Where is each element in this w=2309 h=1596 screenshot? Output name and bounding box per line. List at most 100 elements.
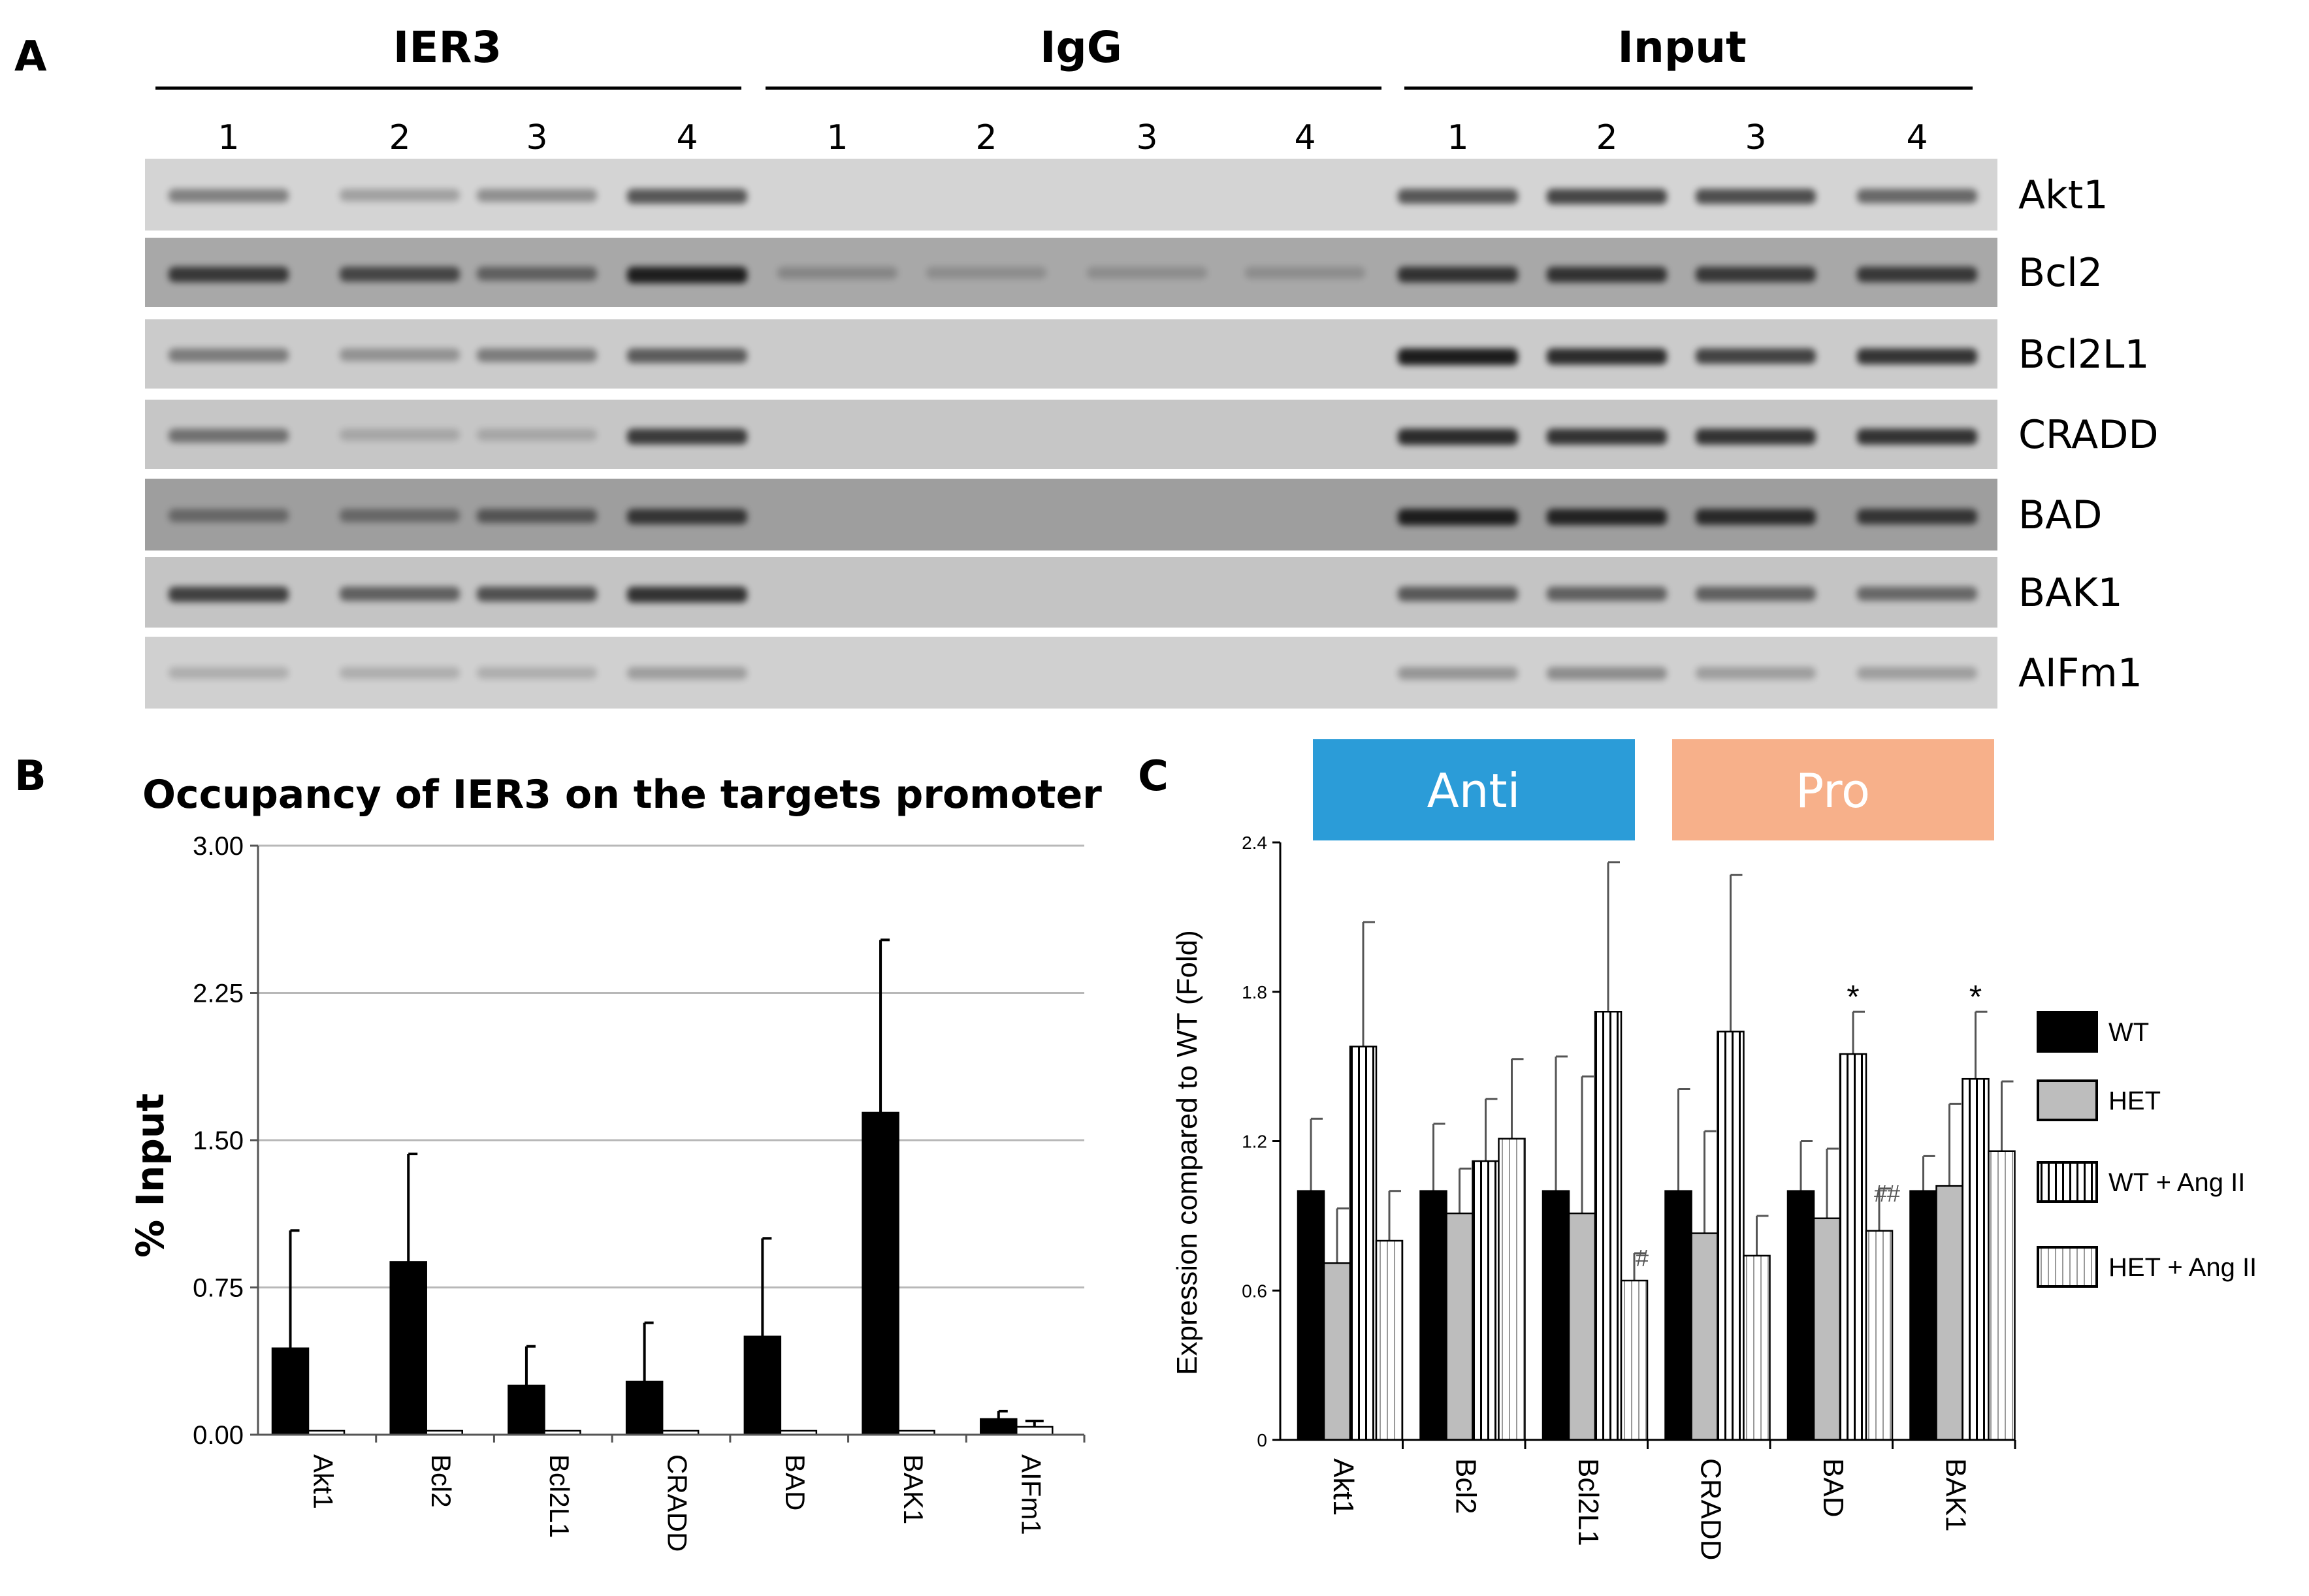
gel-band bbox=[477, 667, 597, 679]
bar-bak1 bbox=[1909, 1190, 1937, 1441]
gel-band bbox=[1696, 266, 1816, 283]
x-category-label: BAD bbox=[1817, 1458, 1849, 1517]
gel-band bbox=[1398, 348, 1518, 366]
gel-band bbox=[1696, 509, 1816, 525]
x-category-label: Bcl2 bbox=[1449, 1458, 1481, 1514]
chart-c-ylabel: Expression compared to WT (Fold) bbox=[1171, 930, 1203, 1375]
bar-bcl2 bbox=[1419, 1190, 1447, 1441]
gel-band bbox=[169, 348, 289, 362]
bar-bak1 bbox=[862, 1111, 899, 1436]
gel-group-headers: IER3 IgG Input bbox=[155, 22, 1973, 90]
significance-mark: * bbox=[1969, 978, 1982, 1015]
x-category-label: Akt1 bbox=[1327, 1458, 1359, 1516]
lane-number: 4 bbox=[1294, 118, 1316, 157]
gel-band bbox=[1398, 189, 1518, 204]
y-tick-label: 3.00 bbox=[193, 832, 244, 861]
gel-band bbox=[1087, 266, 1207, 279]
panel-c-label: C bbox=[1138, 752, 1169, 801]
gel-band bbox=[1245, 266, 1365, 279]
gel-band bbox=[1547, 189, 1667, 204]
lane-number: 1 bbox=[1447, 118, 1468, 157]
lane-number: 2 bbox=[389, 118, 410, 157]
bar-akt1 bbox=[271, 1347, 310, 1436]
bar-akt1 bbox=[1323, 1262, 1351, 1441]
anti-banner-label: Anti bbox=[1427, 763, 1520, 818]
pro-banner-label: Pro bbox=[1796, 763, 1870, 818]
bar-bcl2l1 bbox=[1620, 1279, 1649, 1441]
x-category-label: CRADD bbox=[662, 1454, 693, 1552]
lane-number: 1 bbox=[826, 118, 848, 157]
y-tick-label: 2.4 bbox=[1242, 833, 1267, 853]
gel-band bbox=[1696, 586, 1816, 601]
bar-bcl2l1 bbox=[1542, 1190, 1570, 1441]
gel-band bbox=[1398, 509, 1518, 526]
y-tick-label: 2.25 bbox=[193, 980, 244, 1008]
gel-band bbox=[1857, 348, 1977, 364]
gel-band bbox=[1696, 428, 1816, 445]
bar-cradd bbox=[1717, 1030, 1745, 1441]
gel-band bbox=[477, 348, 597, 362]
lane-number: 3 bbox=[1136, 118, 1157, 157]
bar-bad bbox=[1865, 1230, 1894, 1441]
bar-bak1 bbox=[1962, 1077, 1990, 1441]
gene-label-aifm1: AIFm1 bbox=[2018, 650, 2142, 696]
gel-band bbox=[477, 189, 597, 202]
bar-bad bbox=[1813, 1217, 1841, 1441]
gel-band bbox=[340, 428, 460, 441]
gel-band bbox=[477, 586, 597, 602]
legend-label: HET + Ang II bbox=[2108, 1253, 2257, 1282]
gel-band bbox=[340, 509, 460, 522]
legend-swatch bbox=[2037, 1011, 2098, 1053]
legend-swatch bbox=[2037, 1161, 2098, 1203]
bar-cradd bbox=[1743, 1254, 1771, 1441]
gel-band bbox=[627, 586, 747, 603]
gel-band bbox=[627, 348, 747, 363]
bar-aifm1 bbox=[1016, 1426, 1054, 1436]
bar-cradd bbox=[625, 1381, 664, 1436]
chart-c: 0 0.6 1.2 1.8 2.4 Akt1 Bcl2 Bcl2L1 CRADD BAD BAK1 #… bbox=[1242, 833, 2016, 1560]
x-category-label: Bcl2 bbox=[426, 1454, 457, 1508]
gene-label-bad: BAD bbox=[2018, 492, 2102, 538]
chart-b-ylabel: % Input bbox=[128, 1093, 172, 1258]
legend-label: HET bbox=[2108, 1087, 2161, 1115]
gene-label-bak1: BAK1 bbox=[2018, 570, 2123, 616]
gel-band bbox=[1696, 189, 1816, 204]
gel-group-igg: IgG bbox=[1040, 22, 1122, 72]
bar-aifm1 bbox=[980, 1418, 1018, 1436]
y-tick-label: 1.50 bbox=[193, 1126, 244, 1155]
gel-band bbox=[627, 509, 747, 524]
bar-bcl2 bbox=[1445, 1212, 1474, 1441]
gel-band bbox=[340, 266, 460, 282]
bar-bcl2l1 bbox=[1594, 1011, 1623, 1441]
gel-band bbox=[1398, 667, 1518, 680]
bar-bad bbox=[743, 1335, 782, 1436]
gel-band bbox=[1857, 266, 1977, 283]
y-tick-label: 0 bbox=[1257, 1430, 1267, 1450]
gel-band bbox=[1547, 428, 1667, 445]
gene-label-cradd: CRADD bbox=[2018, 412, 2159, 458]
lane-number: 4 bbox=[1906, 118, 1928, 157]
gel-band bbox=[169, 586, 289, 602]
significance-mark: # bbox=[1636, 1245, 1649, 1271]
panel-a-label: A bbox=[14, 33, 47, 81]
bar-bad bbox=[1786, 1190, 1815, 1441]
gel-band bbox=[477, 266, 597, 281]
x-category-label: CRADD bbox=[1694, 1458, 1726, 1560]
bar-bak1 bbox=[1988, 1150, 2016, 1441]
gel-band bbox=[926, 266, 1046, 279]
legend-swatch bbox=[2037, 1079, 2098, 1121]
bar-akt1 bbox=[1349, 1045, 1378, 1441]
gel-band bbox=[1398, 266, 1518, 283]
lane-number: 4 bbox=[676, 118, 698, 157]
gel-band bbox=[1547, 667, 1667, 680]
gel-band bbox=[340, 348, 460, 362]
gel-band bbox=[1547, 509, 1667, 525]
bar-akt1 bbox=[1375, 1239, 1404, 1441]
bar-bcl2l1 bbox=[508, 1384, 545, 1436]
gel-group-input: Input bbox=[1617, 22, 1746, 72]
gel-band bbox=[340, 189, 460, 202]
y-tick-label: 0.75 bbox=[193, 1274, 244, 1303]
gel-band bbox=[169, 667, 289, 679]
x-category-label: AIFm1 bbox=[1016, 1454, 1047, 1535]
lane-number: 2 bbox=[975, 118, 997, 157]
